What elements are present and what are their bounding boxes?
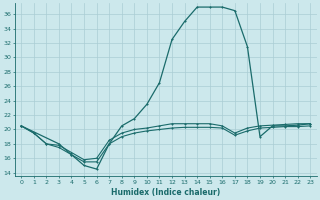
X-axis label: Humidex (Indice chaleur): Humidex (Indice chaleur): [111, 188, 220, 197]
